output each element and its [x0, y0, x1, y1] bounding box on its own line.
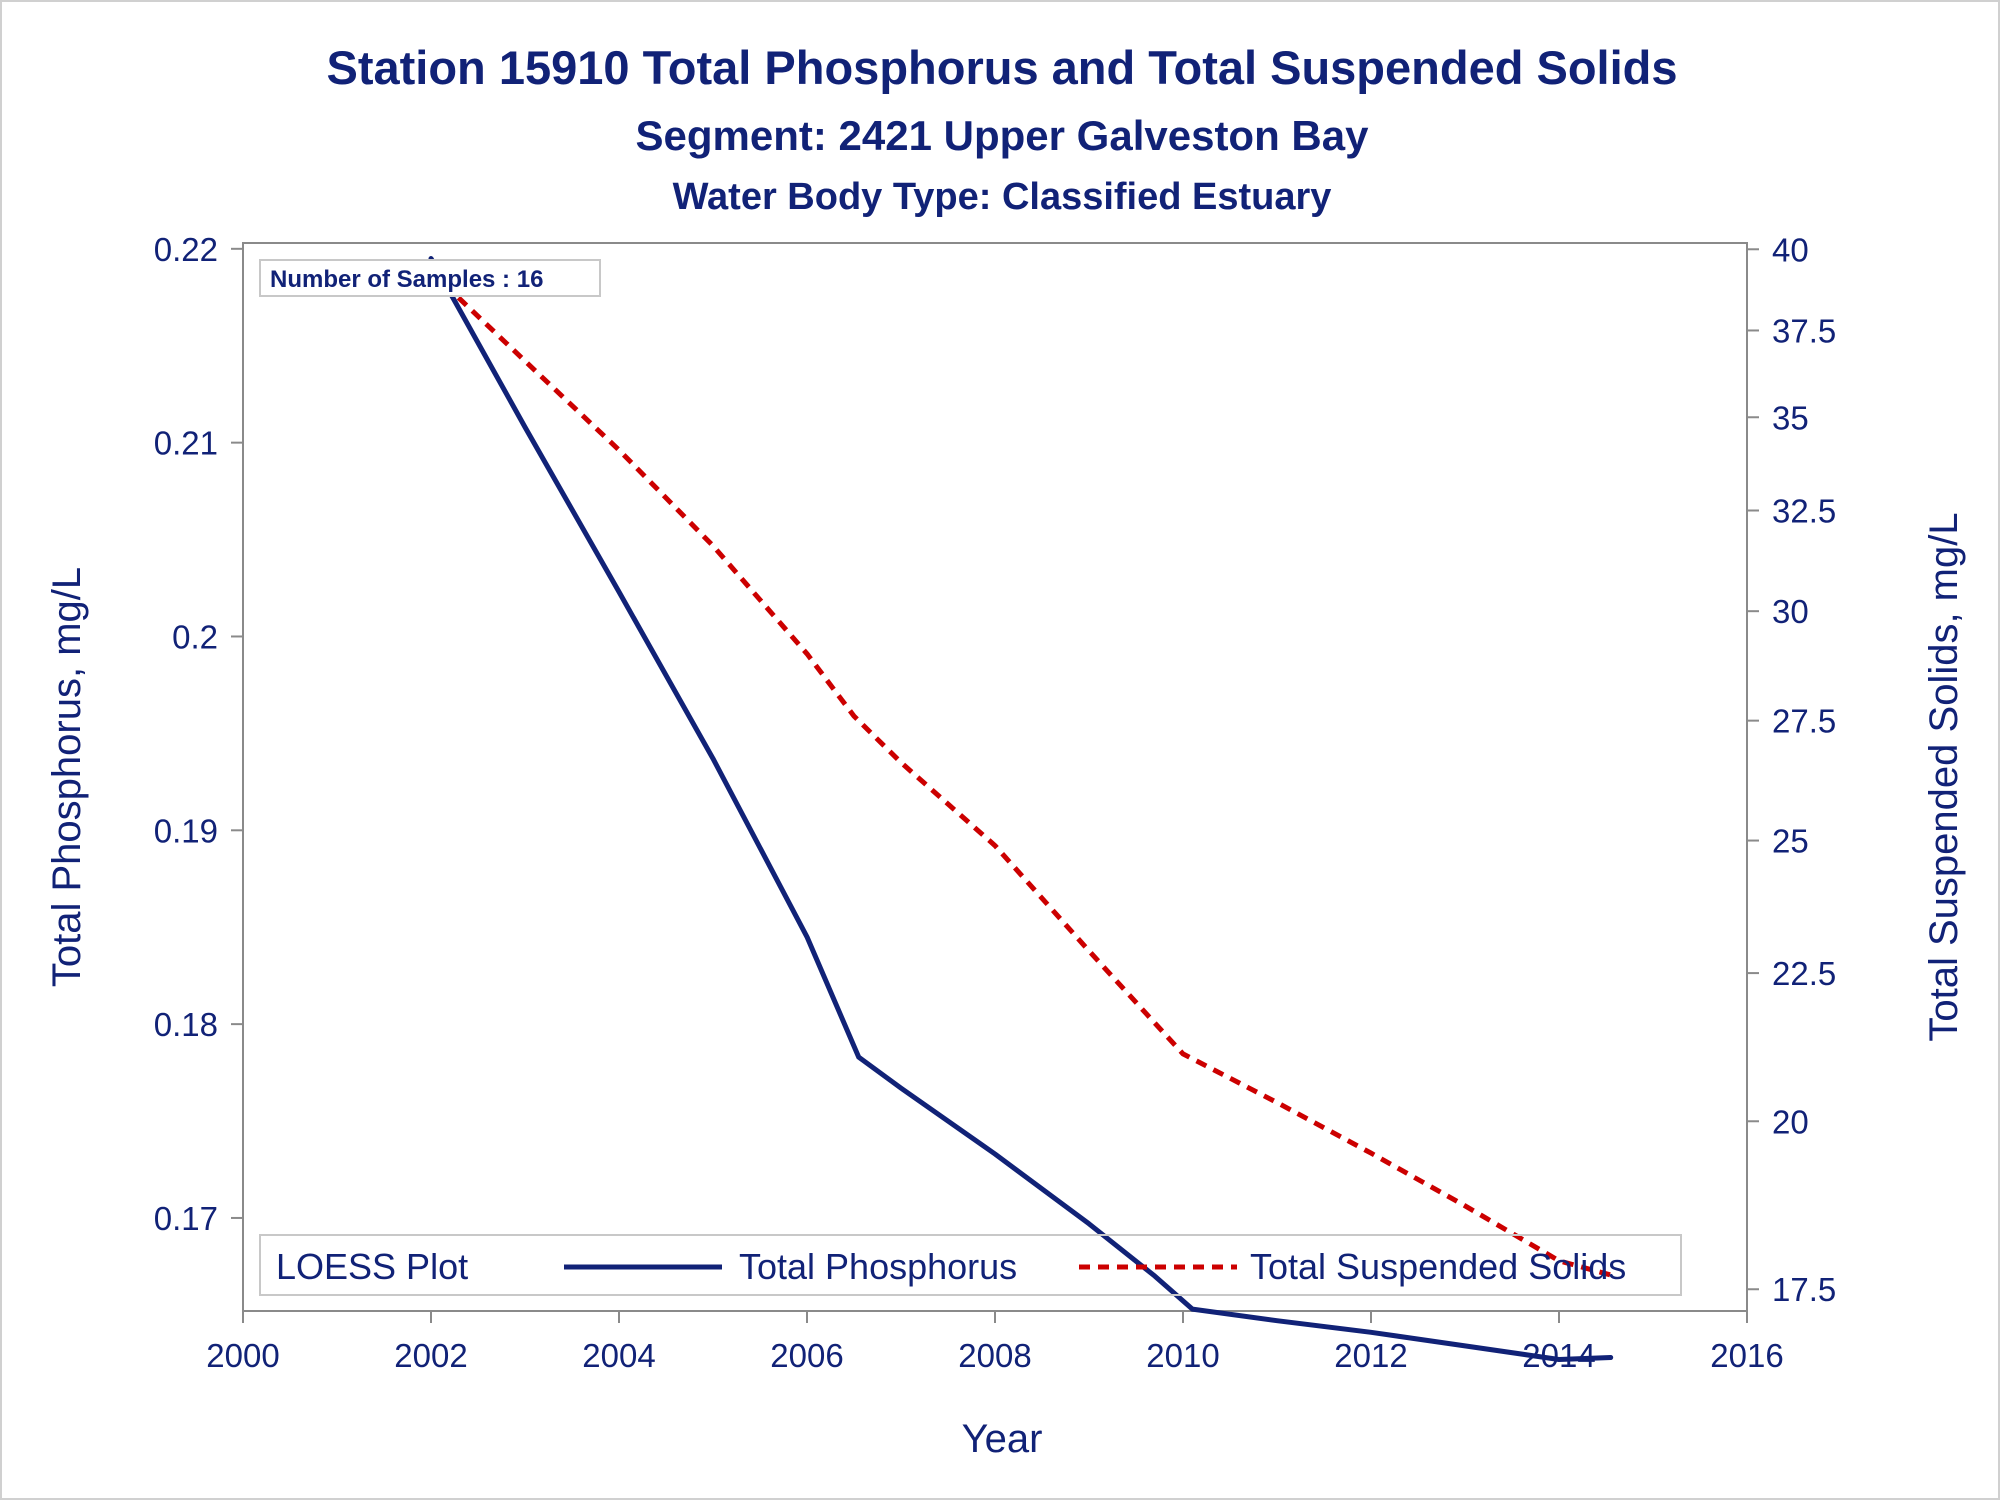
x-tick-label: 2002 [394, 1337, 467, 1374]
y2-tick-label: 37.5 [1772, 312, 1836, 349]
x-tick-label: 2016 [1710, 1337, 1783, 1374]
y2-tick-label: 32.5 [1772, 492, 1836, 529]
y-tick-label: 0.2 [172, 618, 218, 655]
series-line-total-suspended-solids [429, 269, 1612, 1278]
series-line-total-phosphorus [428, 256, 1614, 1362]
y-axis-right: 17.5 20 22.5 25 27.5 30 32.5 35 37.5 40 [1747, 231, 1836, 1308]
y-tick-label: 0.17 [154, 1200, 218, 1237]
y-axis-left: 0.17 0.18 0.19 0.2 0.21 0.22 [154, 231, 243, 1237]
y2-tick-label: 25 [1772, 823, 1809, 860]
y2-axis-label: Total Suspended Solids, mg/L [1922, 512, 1966, 1041]
x-axis-label: Year [962, 1417, 1043, 1461]
legend-label-tss: Total Suspended Solids [1250, 1246, 1626, 1287]
legend-label-phosphorus: Total Phosphorus [739, 1246, 1017, 1287]
chart-title: Station 15910 Total Phosphorus and Total… [327, 41, 1678, 94]
y2-tick-label: 35 [1772, 399, 1809, 436]
y2-tick-label: 27.5 [1772, 703, 1836, 740]
sample-count-box [259, 259, 601, 297]
sample-count-text: Number of Samples : 16 [270, 266, 543, 293]
y2-tick-label: 20 [1772, 1103, 1809, 1140]
legend-title: LOESS Plot [276, 1246, 468, 1287]
chart-subtitle: Segment: 2421 Upper Galveston Bay [636, 112, 1370, 159]
y-tick-label: 0.19 [154, 812, 218, 849]
plot-area [242, 242, 1748, 1312]
y-tick-label: 0.22 [154, 231, 218, 268]
y-tick-label: 0.21 [154, 425, 218, 462]
x-tick-label: 2000 [206, 1337, 279, 1374]
x-axis: 2000 2002 2004 2006 2008 2010 2012 2014 2016 [206, 1311, 1784, 1374]
chart-subtitle-2: Water Body Type: Classified Estuary [673, 176, 1332, 218]
y2-tick-label: 30 [1772, 593, 1809, 630]
x-tick-label: 2012 [1334, 1337, 1407, 1374]
x-tick-label: 2010 [1146, 1337, 1219, 1374]
x-tick-label: 2006 [770, 1337, 843, 1374]
legend-box [259, 1234, 1682, 1296]
y2-tick-label: 22.5 [1772, 955, 1836, 992]
y-axis-label: Total Phosphorus, mg/L [45, 567, 89, 987]
series-layer [428, 256, 1614, 1362]
y-tick-label: 0.18 [154, 1006, 218, 1043]
x-tick-label: 2004 [582, 1337, 655, 1374]
x-tick-label: 2008 [958, 1337, 1031, 1374]
y2-tick-label: 17.5 [1772, 1271, 1836, 1308]
y2-tick-label: 40 [1772, 231, 1809, 268]
